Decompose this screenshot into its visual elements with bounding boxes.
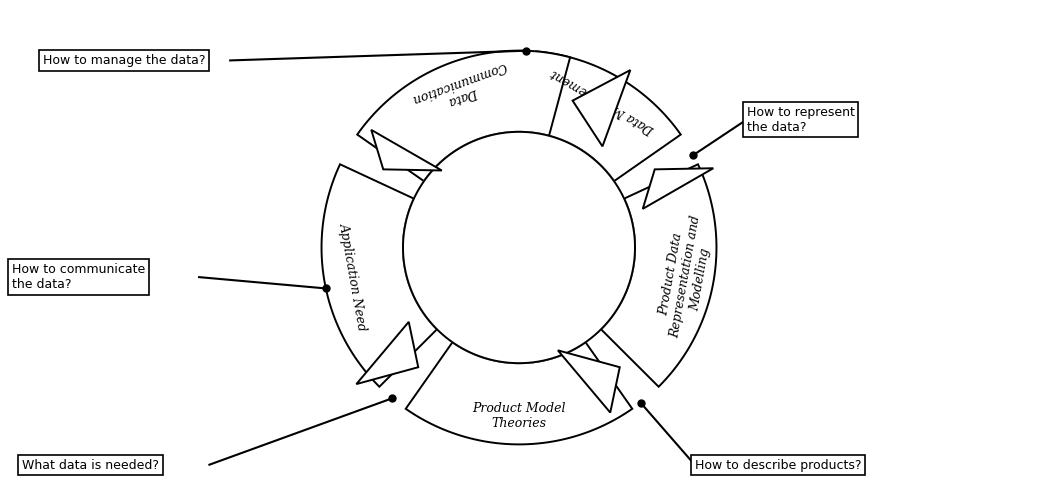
Polygon shape xyxy=(322,164,437,387)
Polygon shape xyxy=(643,168,713,209)
Polygon shape xyxy=(529,51,681,181)
Polygon shape xyxy=(601,164,716,387)
Text: How to represent
the data?: How to represent the data? xyxy=(746,105,854,134)
Text: Product Data
Representation and
Modelling: Product Data Representation and Modellin… xyxy=(654,212,717,342)
Polygon shape xyxy=(403,132,635,363)
Polygon shape xyxy=(357,50,570,181)
Polygon shape xyxy=(573,70,630,147)
Text: How to communicate
the data?: How to communicate the data? xyxy=(11,263,145,291)
Text: Application Need: Application Need xyxy=(336,222,368,332)
Polygon shape xyxy=(372,130,442,170)
Text: What data is needed?: What data is needed? xyxy=(22,458,159,472)
Polygon shape xyxy=(356,322,418,384)
Text: Data Management: Data Management xyxy=(549,67,657,137)
Text: Data
Communication: Data Communication xyxy=(410,59,513,119)
Polygon shape xyxy=(406,342,632,445)
Polygon shape xyxy=(557,350,620,412)
Text: Product Model
Theories: Product Model Theories xyxy=(472,402,566,430)
Text: How to manage the data?: How to manage the data? xyxy=(43,54,206,67)
Text: How to describe products?: How to describe products? xyxy=(695,458,862,472)
